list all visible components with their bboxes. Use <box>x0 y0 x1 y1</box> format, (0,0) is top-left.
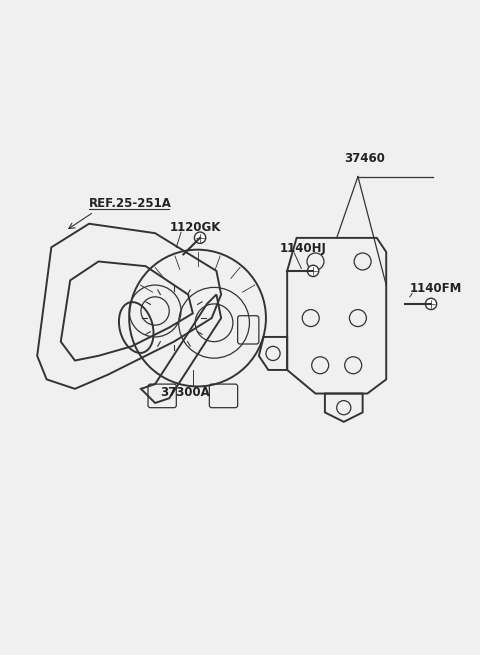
Text: 1140FM: 1140FM <box>410 282 462 295</box>
Circle shape <box>425 298 437 310</box>
Circle shape <box>194 232 206 244</box>
Text: REF.25-251A: REF.25-251A <box>89 197 172 210</box>
Text: 37300A: 37300A <box>160 386 210 399</box>
Text: 1140HJ: 1140HJ <box>280 242 327 255</box>
Text: 37460: 37460 <box>344 153 384 166</box>
Circle shape <box>308 265 319 276</box>
Text: 1120GK: 1120GK <box>169 221 221 234</box>
